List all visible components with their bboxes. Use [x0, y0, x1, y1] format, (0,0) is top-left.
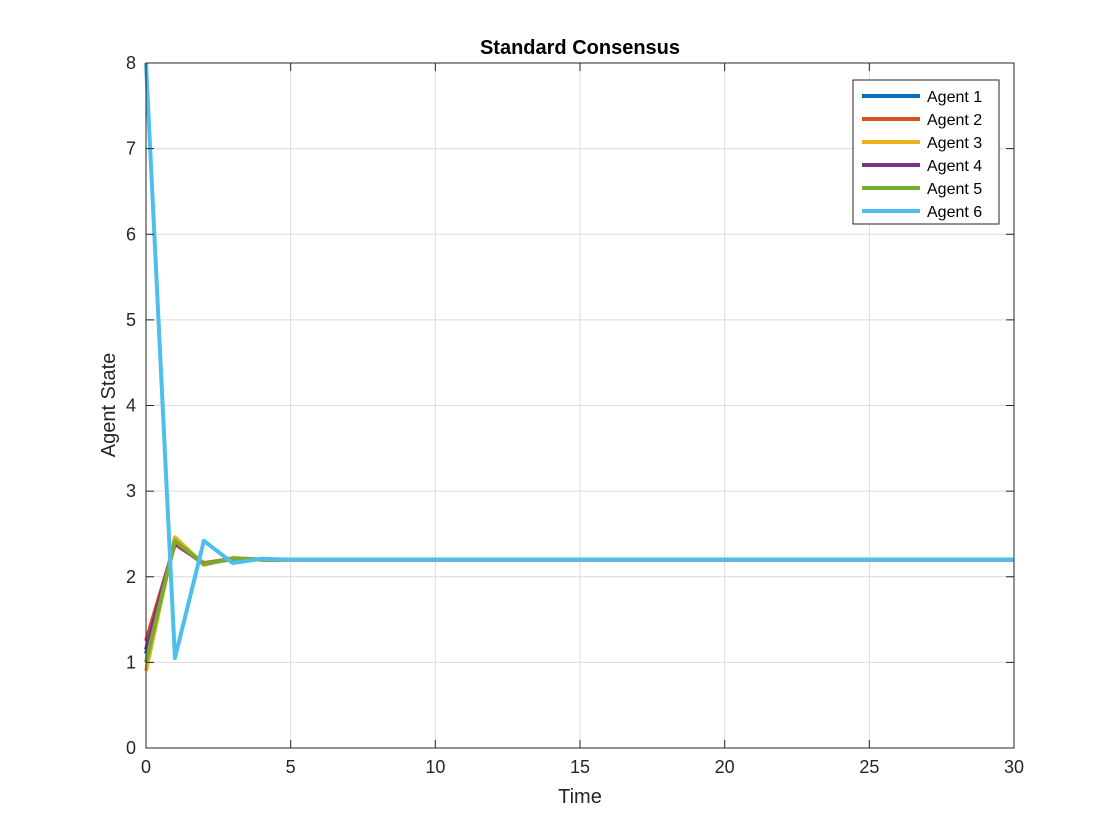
x-tick-label: 25	[859, 757, 879, 777]
x-tick-label: 20	[715, 757, 735, 777]
legend-label-agent-6: Agent 6	[927, 204, 982, 221]
x-tick-label: 30	[1004, 757, 1024, 777]
legend-label-agent-2: Agent 2	[927, 112, 982, 129]
x-tick-label: 5	[286, 757, 296, 777]
y-tick-label: 8	[126, 53, 136, 73]
ticks: 0 5 10 15 20 25 30 0 1 2 3 4 5 6 7 8	[126, 53, 1024, 777]
legend: Agent 1 Agent 2 Agent 3 Agent 4 Agent 5 Agent…	[852, 79, 1000, 225]
legend-label-agent-4: Agent 4	[927, 158, 982, 175]
legend-label-agent-1: Agent 1	[927, 89, 982, 106]
y-tick-label: 4	[126, 396, 136, 416]
y-tick-label: 1	[126, 652, 136, 672]
y-tick-label: 3	[126, 481, 136, 501]
y-tick-label: 6	[126, 224, 136, 244]
y-tick-label: 2	[126, 567, 136, 587]
x-tick-label: 0	[141, 757, 151, 777]
series-line-agent-6	[144, 62, 1014, 661]
x-tick-label: 15	[570, 757, 590, 777]
x-axis-label: Time	[558, 786, 602, 808]
y-tick-label: 7	[126, 139, 136, 159]
legend-label-agent-5: Agent 5	[927, 181, 982, 198]
y-axis-label: Agent State	[98, 353, 120, 458]
legend-label-agent-3: Agent 3	[927, 135, 982, 152]
chart-title: Standard Consensus	[480, 37, 680, 59]
x-tick-label: 10	[425, 757, 445, 777]
legend-box	[852, 79, 1000, 225]
y-tick-label: 5	[126, 310, 136, 330]
series-lines	[144, 62, 1014, 672]
y-tick-label: 0	[126, 738, 136, 758]
